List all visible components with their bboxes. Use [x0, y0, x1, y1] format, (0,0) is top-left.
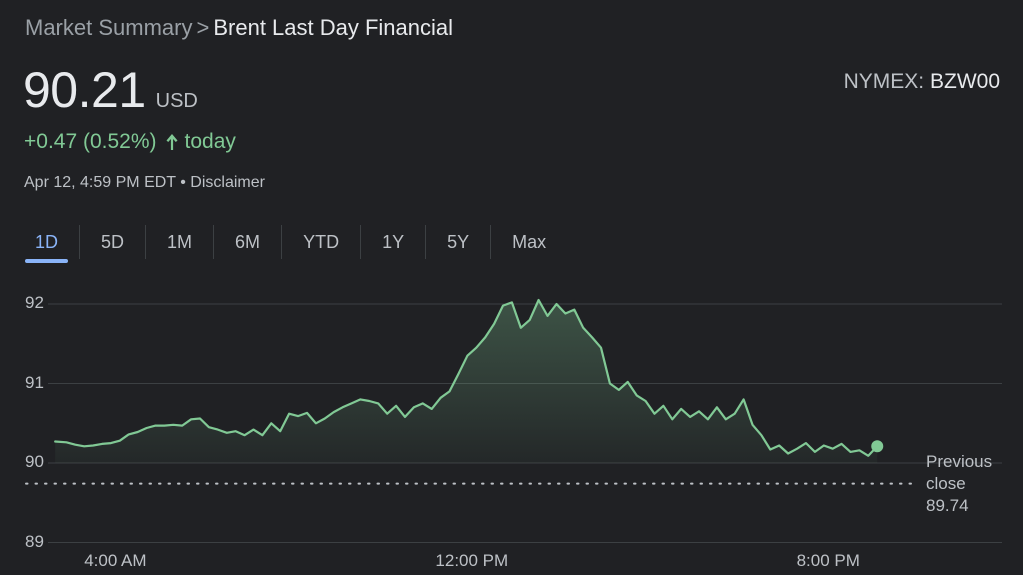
range-divider — [145, 225, 147, 259]
range-tab-1d[interactable]: 1D — [24, 224, 69, 263]
ticker-symbol: BZW00 — [929, 70, 1000, 93]
y-axis-tick-label: 92 — [25, 293, 44, 312]
range-tab-ytd[interactable]: YTD — [303, 232, 340, 252]
y-axis-tick-label: 90 — [25, 452, 44, 471]
exchange-ticker: NYMEX: BZW00 — [844, 70, 1000, 94]
range-divider — [490, 225, 492, 259]
currency-label: USD — [155, 90, 198, 112]
disclaimer-link[interactable]: Disclaimer — [190, 174, 265, 191]
range-divider — [213, 225, 215, 259]
exchange-name: NYMEX: — [843, 70, 925, 93]
price-area — [55, 300, 878, 463]
x-axis-tick-label: 4:00 AM — [84, 551, 147, 570]
y-axis-tick-label: 89 — [25, 531, 44, 551]
previous-close-subtitle: close — [926, 474, 966, 493]
range-tab-1y[interactable]: 1Y — [382, 232, 405, 252]
range-divider — [360, 225, 362, 259]
breadcrumb-separator: > — [196, 15, 210, 40]
range-tab-6m[interactable]: 6M — [235, 232, 261, 252]
quote-timestamp: Apr 12, 4:59 PM EDT • Disclaimer — [24, 174, 265, 192]
previous-close-value: 89.74 — [926, 496, 969, 515]
range-divider — [281, 225, 283, 259]
price-row: 90.21 USD — [23, 60, 198, 120]
price-line — [54, 298, 879, 457]
range-divider — [425, 225, 427, 259]
x-axis-tick-label: 8:00 PM — [796, 551, 860, 570]
range-tab-5d[interactable]: 5D — [101, 232, 125, 252]
x-axis-tick-label: 12:00 PM — [435, 551, 509, 570]
breadcrumb: Market Summary > Brent Last Day Financial — [25, 14, 453, 42]
previous-close-title: Previous — [926, 452, 993, 471]
y-axis-tick-label: 91 — [25, 372, 44, 392]
range-tab-1m[interactable]: 1M — [167, 232, 193, 252]
change-period: today — [184, 130, 236, 153]
breadcrumb-market-summary-link[interactable]: Market Summary — [25, 15, 193, 40]
timestamp-bullet: • — [180, 174, 186, 191]
price-chart[interactable]: 92 91 90 89 4:00 AM 12:00 PM 8:00 PM Pre… — [0, 280, 1023, 575]
page-title: Brent Last Day Financial — [213, 15, 454, 40]
price-change: +0.47 (0.52%) today — [24, 130, 236, 154]
change-value: +0.47 (0.52%) — [24, 130, 157, 153]
range-tab-max[interactable]: Max — [512, 232, 547, 252]
time-range-tabs: 1D 5D 1M 6M YTD 1Y 5Y Max — [24, 222, 557, 263]
latest-price-dot — [871, 440, 884, 453]
previous-close-label: Previous close 89.74 — [926, 451, 1016, 517]
current-price: 90.21 — [23, 62, 146, 118]
price-chart-svg[interactable] — [0, 280, 1023, 575]
range-divider — [79, 225, 81, 259]
timestamp-text: Apr 12, 4:59 PM EDT — [24, 174, 176, 191]
arrow-up-icon — [166, 134, 178, 150]
range-tab-5y[interactable]: 5Y — [447, 232, 470, 252]
